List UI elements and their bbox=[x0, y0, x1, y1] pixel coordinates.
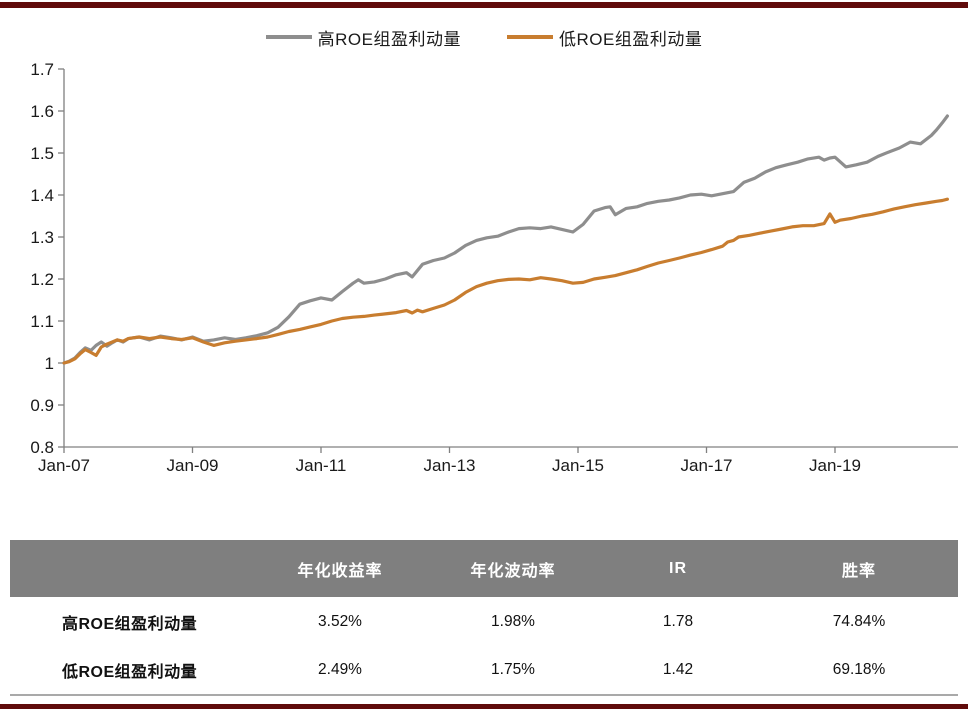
low-roe-win-rate: 69.18% bbox=[832, 661, 886, 678]
legend-item-low-roe: 低ROE组盈利动量 bbox=[507, 25, 702, 50]
table-header-row: 年化收益率 年化波动率 IR 胜率 bbox=[10, 540, 958, 597]
legend-label-high-roe: 高ROE组盈利动量 bbox=[317, 29, 461, 49]
performance-stats-table: 年化收益率 年化波动率 IR 胜率 高ROE组盈利动量 3.52% 1.98% … bbox=[10, 540, 958, 696]
x-tick-label: Jan-15 bbox=[552, 456, 604, 475]
low-roe-series-line bbox=[62, 197, 950, 365]
high-roe-annualized-return: 3.52% bbox=[318, 612, 362, 630]
header-annualized-return: 年化收益率 bbox=[297, 562, 383, 580]
line-chart-svg: 0.8 0.9 1 1.1 1.2 1.3 1.4 1.5 1.6 1.7 Jan-07 Jan-09… bbox=[30, 60, 958, 475]
header-empty-cell bbox=[10, 540, 250, 597]
low-roe-annualized-volatility: 1.75% bbox=[491, 661, 535, 678]
header-win-rate: 胜率 bbox=[841, 562, 876, 580]
y-tick-label: 0.9 bbox=[30, 396, 54, 415]
x-tick-label: Jan-11 bbox=[296, 456, 347, 475]
legend-item-high-roe: 高ROE组盈利动量 bbox=[265, 25, 461, 50]
row-label-high-roe: 高ROE组盈利动量 bbox=[62, 615, 198, 633]
y-tick-label: 1 bbox=[45, 354, 54, 373]
y-tick-label: 1.1 bbox=[30, 312, 54, 331]
x-tick-label: Jan-19 bbox=[809, 456, 861, 475]
chart-legend: 高ROE组盈利动量 低ROE组盈利动量 bbox=[0, 24, 968, 50]
high-roe-ir: 1.78 bbox=[662, 612, 694, 630]
table-row-low-roe: 低ROE组盈利动量 2.49% 1.75% 1.42 69.18% bbox=[10, 646, 958, 695]
top-divider-rule bbox=[0, 2, 968, 8]
y-tick-label: 1.5 bbox=[30, 144, 54, 163]
high-roe-win-rate: 74.84% bbox=[832, 612, 886, 630]
low-roe-annualized-return: 2.49% bbox=[318, 661, 362, 678]
high-roe-annualized-volatility: 1.98% bbox=[491, 612, 535, 630]
gray-line-swatch bbox=[265, 35, 312, 39]
header-ir: IR bbox=[669, 559, 687, 577]
x-tick-label: Jan-17 bbox=[681, 456, 733, 475]
high-roe-series-line bbox=[62, 114, 950, 365]
x-tick-label: Jan-09 bbox=[167, 456, 219, 475]
low-roe-ir: 1.42 bbox=[662, 661, 694, 678]
legend-label-low-roe: 低ROE组盈利动量 bbox=[559, 29, 703, 49]
y-tick-label: 1.6 bbox=[30, 102, 54, 121]
x-tick-label: Jan-07 bbox=[38, 456, 90, 475]
y-tick-label: 0.8 bbox=[30, 438, 54, 457]
y-tick-label: 1.7 bbox=[30, 60, 54, 79]
row-label-low-roe: 低ROE组盈利动量 bbox=[62, 664, 198, 681]
orange-line-swatch bbox=[507, 35, 553, 39]
performance-line-chart: 0.8 0.9 1 1.1 1.2 1.3 1.4 1.5 1.6 1.7 Jan-07 Jan-09… bbox=[0, 58, 968, 488]
x-tick-label: Jan-13 bbox=[424, 456, 476, 475]
y-tick-label: 1.3 bbox=[30, 228, 54, 247]
header-annualized-volatility: 年化波动率 bbox=[470, 562, 556, 580]
y-tick-label: 1.2 bbox=[30, 270, 54, 289]
y-tick-label: 1.4 bbox=[30, 186, 54, 205]
bottom-divider-rule bbox=[0, 704, 968, 709]
table-row-high-roe: 高ROE组盈利动量 3.52% 1.98% 1.78 74.84% bbox=[10, 597, 958, 646]
